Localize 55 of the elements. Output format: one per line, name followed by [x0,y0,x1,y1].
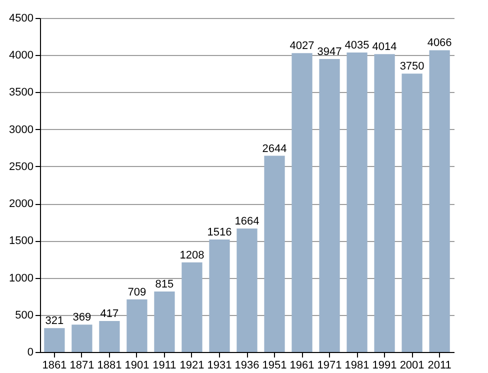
bar [319,59,340,352]
bar [72,324,92,352]
data-label: 4014 [372,41,397,54]
data-label: 815 [155,278,174,291]
bar [402,74,422,352]
x-tick-label: 1871 [70,360,94,372]
bar [126,299,148,352]
y-tick-label: 1000 [9,272,34,284]
y-tick-label: 3500 [9,86,34,99]
data-label: 709 [128,286,146,298]
bar [44,328,65,352]
y-tick-label: 2000 [9,198,34,210]
x-tick-label: 1911 [152,360,176,372]
y-tick-label: 500 [15,309,34,322]
bar [236,228,258,352]
data-label: 417 [100,308,119,320]
x-tick-label: 2001 [400,360,424,372]
y-tick-label: 2500 [9,160,34,173]
data-label: 3947 [317,46,342,58]
bar [374,54,395,352]
x-tick-label: 1901 [124,360,150,372]
data-label: 1208 [180,249,204,262]
data-label: 369 [72,312,92,324]
y-tick-label: 3000 [9,124,34,136]
data-label: 1664 [234,215,260,228]
x-tick-label: 1961 [290,360,314,372]
y-tick-label: 1500 [9,235,34,248]
x-tick-label: 1951 [262,360,287,372]
x-tick-label: 1881 [97,360,122,372]
x-tick-label: 1971 [317,360,342,372]
y-tick-label: 4000 [9,50,34,62]
bar [154,292,175,352]
x-tick-label: 1936 [234,360,260,372]
x-tick-label: 2011 [428,360,452,372]
data-label: 3750 [400,60,424,73]
x-tick-label: 1981 [344,360,370,372]
bar [182,262,202,352]
data-label: 4066 [427,37,452,50]
data-label: 1516 [207,226,232,238]
data-label: 321 [45,315,64,328]
data-label: 4035 [344,40,370,52]
y-tick-label: 0 [27,346,34,358]
bar [346,52,368,352]
bar [99,321,120,352]
y-tick-label: 4500 [9,12,34,24]
data-label: 2644 [262,142,287,155]
x-tick-label: 1991 [372,360,397,372]
x-tick-label: 1931 [207,360,232,372]
bar [209,239,230,352]
bar [429,50,450,352]
bar [292,53,312,352]
x-tick-label: 1921 [180,360,204,372]
x-tick-label: 1861 [42,360,67,372]
data-label: 4027 [290,40,314,52]
bar [264,156,285,352]
